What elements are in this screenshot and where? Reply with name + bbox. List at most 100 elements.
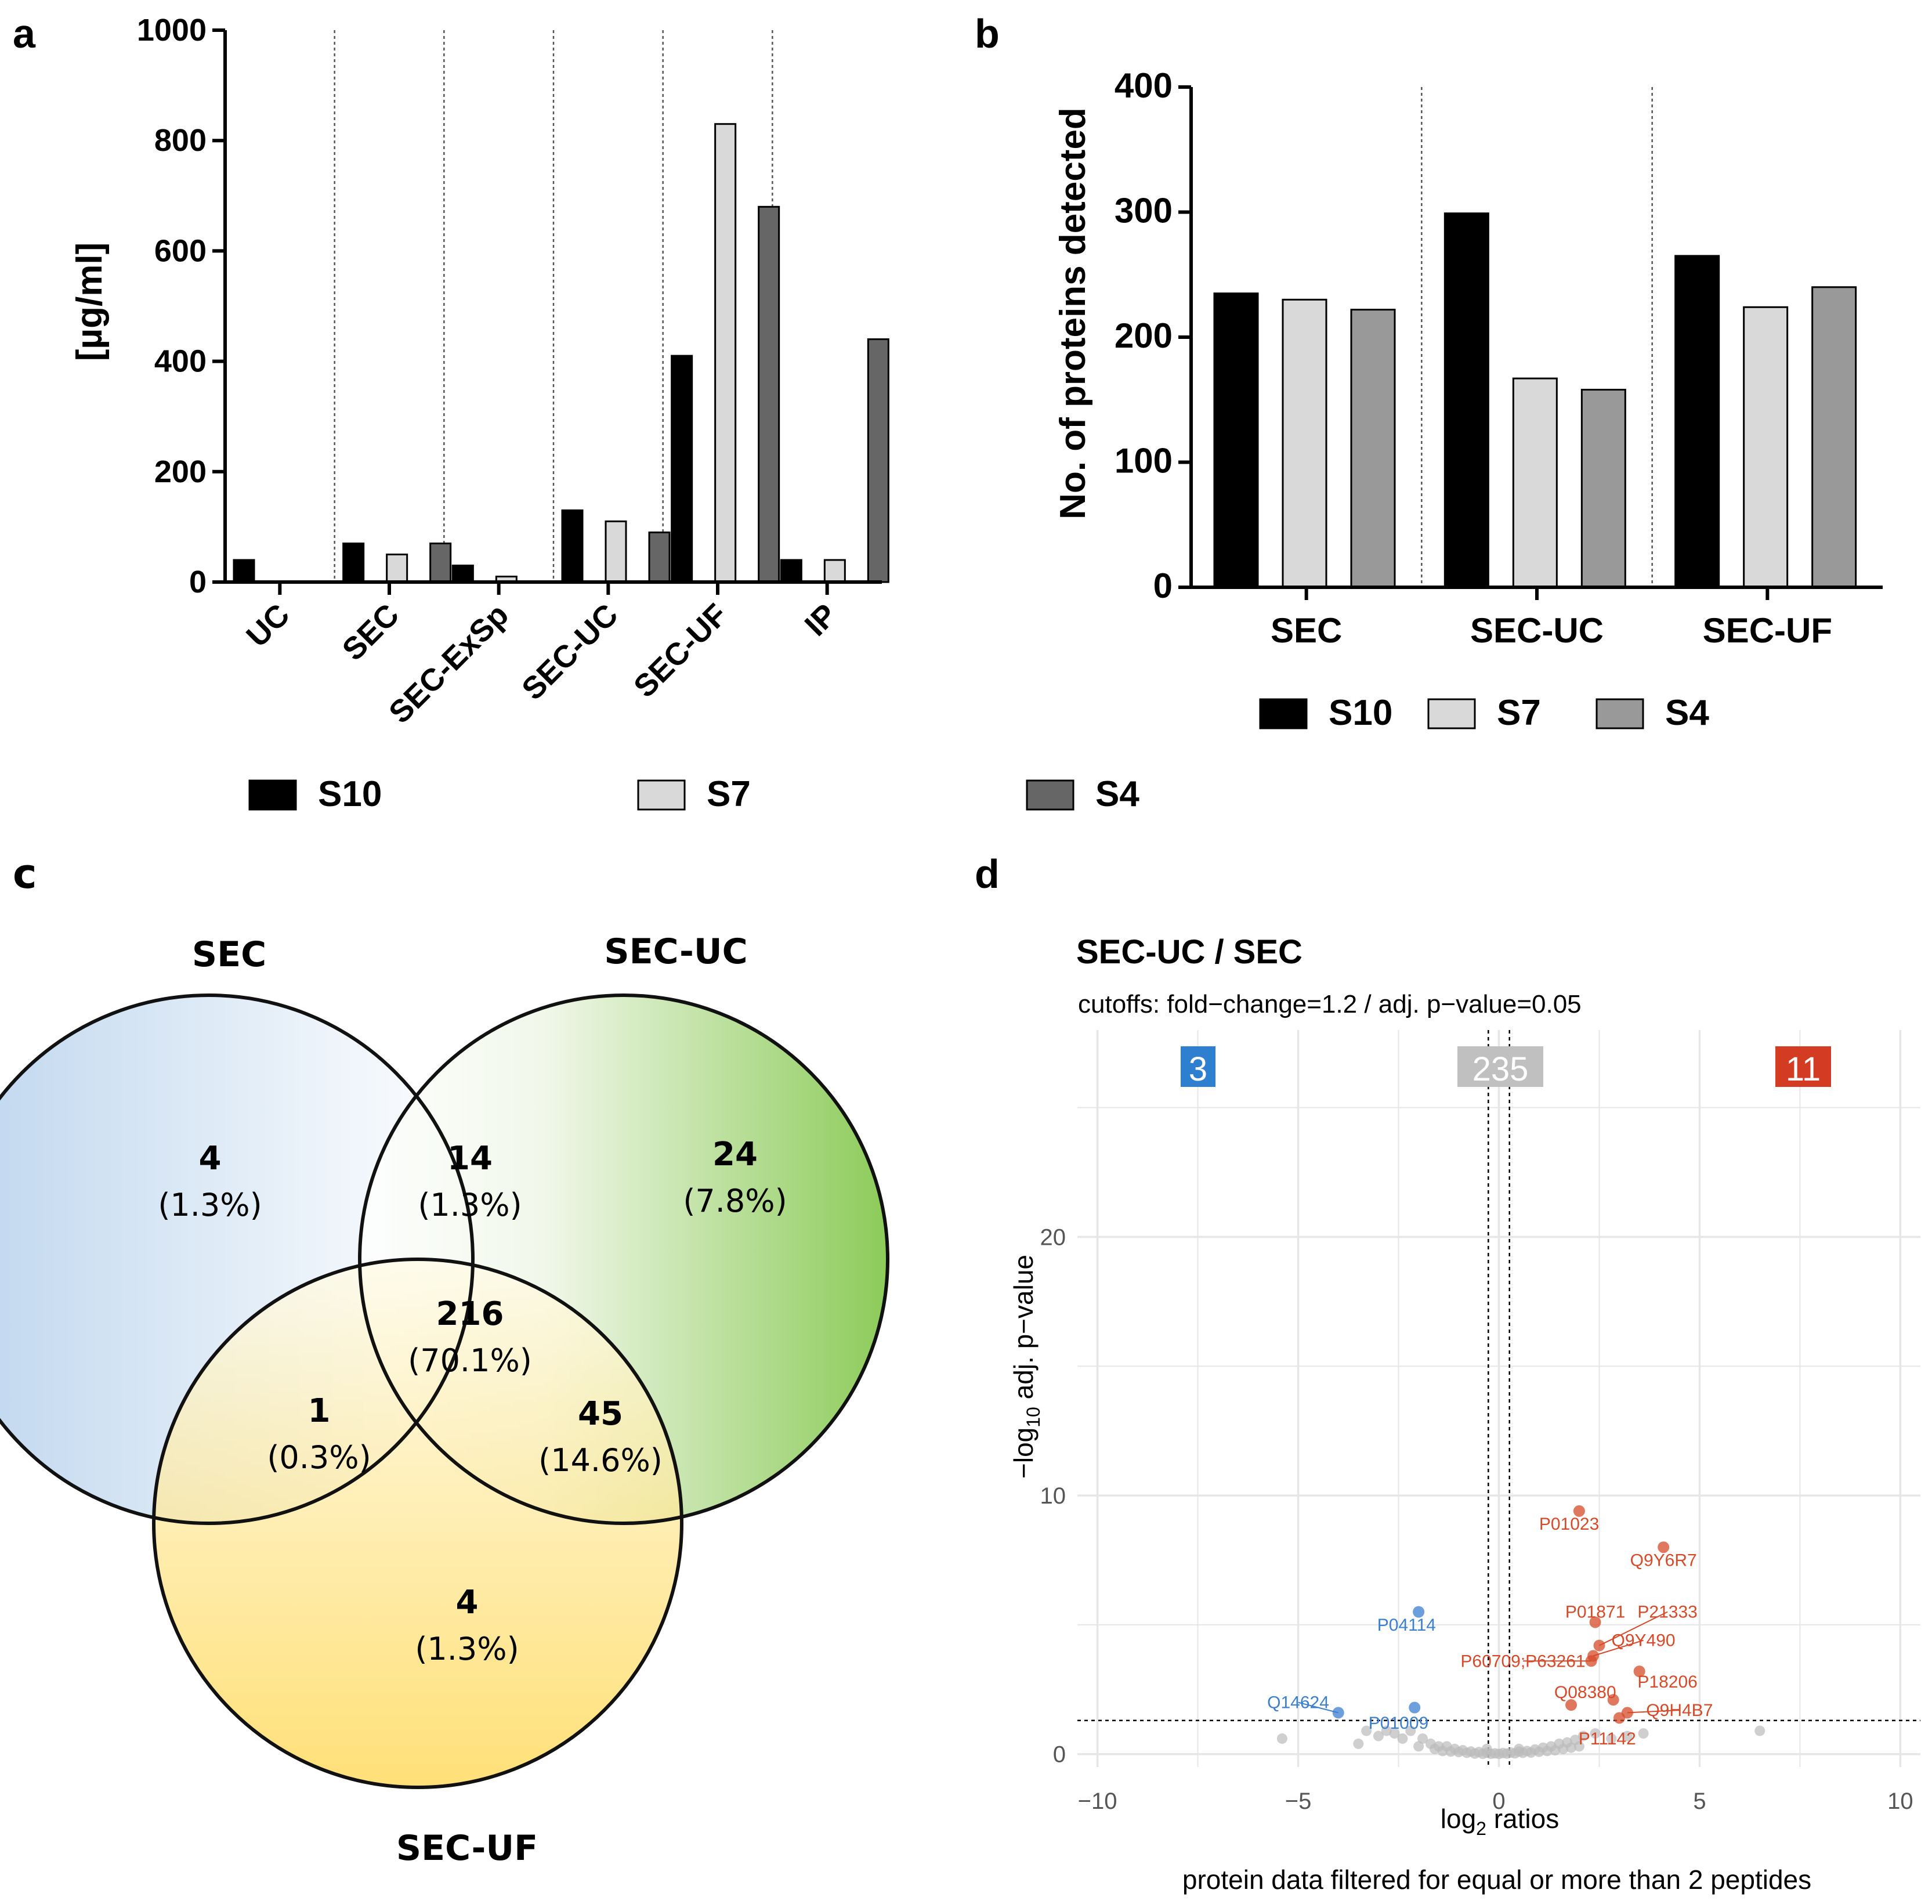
- point-ns: [1558, 1743, 1569, 1754]
- axis-ticks: −10 −5 0 5 10 0 10 20: [1040, 1224, 1913, 1814]
- bar-s4-sec-uf: [758, 205, 780, 583]
- y-tick-label: 0: [1153, 566, 1173, 605]
- label-leader: [1593, 1639, 1644, 1657]
- label-leader: [1627, 1709, 1680, 1714]
- panel-c-letter: c: [13, 850, 37, 898]
- bar-s4-sec: [1350, 309, 1396, 588]
- point-ns: [1381, 1725, 1392, 1736]
- point-ns: [1445, 1746, 1456, 1757]
- y-tick-label: 20: [1040, 1224, 1066, 1250]
- bar-s10-sec-uc: [561, 509, 584, 583]
- point-label-p01871: P01871: [1565, 1603, 1625, 1622]
- y-tick-label: 400: [1115, 66, 1173, 105]
- legend: S10 S7 S4: [1259, 693, 1709, 733]
- point-up: [1633, 1665, 1645, 1678]
- bar-s7-sec: [1282, 298, 1327, 588]
- count-badge-down: [1181, 1046, 1215, 1087]
- x-axis-label-rest: ratios: [1486, 1804, 1559, 1834]
- bar-s4-sec: [429, 542, 452, 583]
- bar-s10-uc: [233, 559, 255, 583]
- x-tick-label: SEC-ExSp: [382, 597, 515, 730]
- legend-swatch-s10: [1259, 698, 1308, 729]
- x-tick-label: SEC-UF: [627, 597, 735, 704]
- cutoff-lines: [1077, 1030, 1920, 1767]
- x-tick-label: SEC: [336, 597, 406, 667]
- point-ns: [1373, 1730, 1384, 1742]
- point-ns: [1514, 1743, 1525, 1754]
- panel-c: c SEC SEC-UC SEC-UF 4 (1.3%) 14 (1.3%) 2…: [0, 850, 889, 1869]
- point-label-q08380: Q08380: [1554, 1683, 1616, 1702]
- panel-a-letter: a: [13, 11, 36, 56]
- point-label-p04114: P04114: [1377, 1616, 1436, 1635]
- y-axis-label: −log10 adj. p−value: [1008, 1255, 1044, 1479]
- bar-series: [1213, 212, 1857, 588]
- point-ns: [1573, 1741, 1584, 1752]
- x-tick-label: UC: [240, 597, 296, 654]
- point-ns: [1566, 1742, 1577, 1753]
- point-ns: [1437, 1746, 1448, 1757]
- point-ns: [1578, 1730, 1589, 1742]
- y-axis-label-sub: 10: [1023, 1407, 1044, 1428]
- volcano-title: SEC-UC / SEC: [1076, 933, 1303, 971]
- count-ns: 235: [1472, 1050, 1529, 1088]
- point-ns: [1493, 1748, 1504, 1760]
- x-axis-label: log2 ratios: [1441, 1804, 1559, 1839]
- bar-s7-sec-uc: [605, 520, 627, 583]
- point-down: [1409, 1701, 1421, 1714]
- bar-s10-sec-uc: [1443, 212, 1489, 588]
- point-ns: [1453, 1747, 1464, 1758]
- venn-circle-sec-uf: [154, 1259, 682, 1787]
- y-axis-label-rest: adj. p−value: [1008, 1255, 1039, 1407]
- y-tick-label: 10: [1040, 1483, 1066, 1509]
- point-ns: [1622, 1730, 1633, 1742]
- venn-count-all-three: 216: [436, 1295, 504, 1333]
- venn-pct-sec-secuc: (1.3%): [418, 1187, 522, 1223]
- bar-s10-sec-uf: [671, 355, 693, 583]
- y-ticks: 0 100 200 300 400: [1115, 66, 1191, 605]
- point-up: [1658, 1541, 1670, 1553]
- venn-set-label-sec-uc: SEC-UC: [604, 931, 747, 972]
- legend-label-s7: S7: [707, 774, 751, 814]
- venn-pct-all-three: (70.1%): [408, 1342, 532, 1379]
- point-ns: [1542, 1746, 1553, 1757]
- point-up: [1607, 1694, 1619, 1706]
- legend-label-s10: S10: [1329, 693, 1392, 733]
- x-ticks: SEC SEC-UC SEC-UF: [1271, 587, 1832, 650]
- axes: [223, 30, 882, 584]
- label-leader: [1599, 1611, 1668, 1646]
- panel-a: a [µg/ml] 0 200 400 600 800 1000 UC SECSEC-ExS…: [13, 11, 1139, 814]
- venn-pct-secuc-only: (7.8%): [683, 1183, 787, 1219]
- point-ns: [1550, 1745, 1561, 1756]
- bar-s4-sec-uc: [648, 531, 671, 583]
- legend-label-s10: S10: [318, 774, 382, 814]
- y-tick-label: 0: [189, 565, 207, 599]
- point-label-p60709;p63261: P60709;P63261: [1460, 1652, 1585, 1671]
- point-ns: [1353, 1738, 1364, 1749]
- venn-count-secuf-only: 4: [456, 1584, 479, 1621]
- point-ns: [1413, 1741, 1424, 1752]
- point-ns: [1481, 1743, 1492, 1754]
- point-ns: [1469, 1748, 1480, 1759]
- y-axis-label: No. of proteins detected: [1053, 107, 1093, 519]
- y-axis-label: [µg/ml]: [70, 243, 110, 361]
- count-badge-ns: [1457, 1046, 1543, 1087]
- venn-pct-sec-only: (1.3%): [158, 1187, 262, 1223]
- legend: S10 S7 S4: [248, 774, 1139, 814]
- x-tick-label: SEC: [1271, 611, 1342, 650]
- count-badge-up: [1775, 1046, 1831, 1087]
- point-ns: [1606, 1733, 1617, 1744]
- bar-s10-sec: [1213, 292, 1259, 588]
- y-tick-label: 1000: [137, 13, 207, 48]
- venn-count-sec-secuc: 14: [447, 1140, 493, 1177]
- point-up: [1613, 1712, 1626, 1724]
- bar-s10-sec-uf: [1674, 255, 1720, 588]
- point-ns: [1590, 1728, 1601, 1739]
- x-tick-label: IP: [798, 597, 844, 643]
- x-tick-label: −5: [1285, 1789, 1312, 1814]
- point-ns: [1389, 1728, 1400, 1739]
- point-ns: [1461, 1747, 1472, 1758]
- venn-set-label-sec: SEC: [192, 934, 266, 975]
- point-ns: [1638, 1728, 1649, 1739]
- venn-outline-sec-uf: [152, 1258, 683, 1789]
